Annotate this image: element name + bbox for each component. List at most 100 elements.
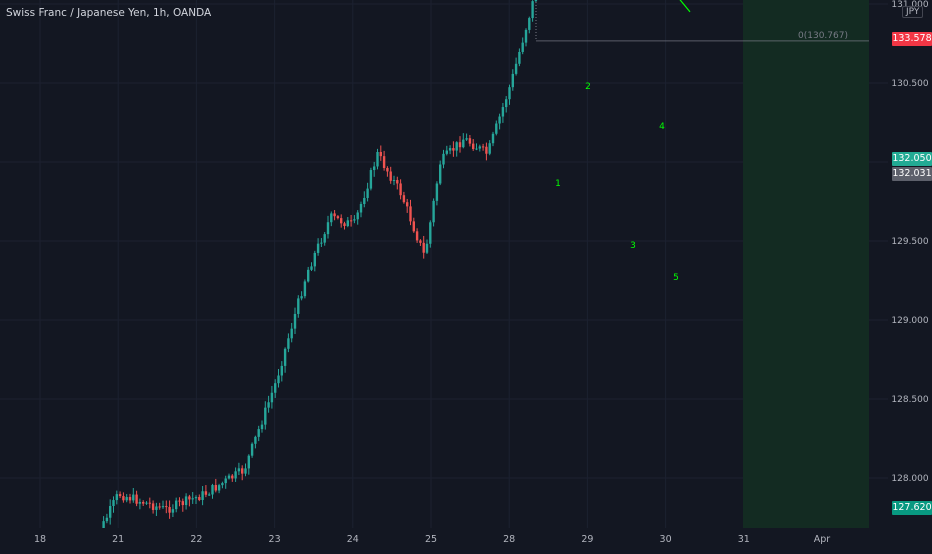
candle	[442, 153, 445, 165]
candle	[528, 18, 531, 30]
candle	[419, 240, 422, 243]
candle	[340, 218, 343, 224]
candle	[151, 503, 155, 510]
candle	[178, 500, 181, 502]
candle	[148, 502, 151, 504]
candle	[237, 468, 241, 472]
candle	[376, 152, 379, 167]
candle	[531, 1, 534, 19]
time-axis-label: 23	[269, 534, 281, 545]
chart-title: Swiss Franc / Japanese Yen, 1h, OANDA	[6, 7, 212, 19]
candle	[118, 494, 122, 497]
candle	[274, 383, 277, 393]
candle	[534, 0, 538, 2]
candle	[488, 143, 491, 154]
candle	[402, 195, 406, 203]
candle	[422, 242, 425, 253]
candle	[257, 429, 260, 437]
candle	[455, 142, 458, 151]
candle	[264, 407, 267, 425]
candle	[333, 213, 336, 217]
candle	[472, 143, 475, 150]
candle	[171, 509, 175, 513]
candle	[465, 138, 468, 140]
candle	[155, 506, 158, 510]
candle	[356, 212, 359, 220]
stop-price-tag: 133.578	[892, 32, 932, 46]
price-axis-label: 130.500	[891, 79, 928, 89]
candle	[462, 139, 465, 148]
candle	[498, 116, 501, 124]
candle	[283, 348, 287, 366]
time-axis-label: 21	[112, 534, 124, 545]
candle	[406, 202, 409, 207]
candle	[458, 142, 462, 148]
time-axis-label: 29	[581, 534, 593, 545]
target-price-tag: 127.620	[892, 501, 932, 515]
candle	[191, 498, 194, 500]
candle	[115, 494, 118, 501]
candle	[435, 183, 439, 201]
candle	[267, 402, 270, 408]
candle	[439, 164, 442, 184]
candle	[432, 200, 435, 223]
candle	[254, 436, 257, 444]
candle	[280, 365, 283, 376]
price-axis-label: 129.500	[891, 237, 928, 247]
price-axis-label: 128.500	[891, 395, 928, 405]
candle	[135, 494, 138, 504]
price-axis-label: 131.000	[891, 0, 928, 10]
candle	[260, 424, 264, 430]
candle	[363, 197, 366, 204]
candle	[231, 475, 234, 479]
candle	[501, 107, 505, 117]
candle	[346, 220, 349, 227]
candle	[452, 148, 455, 151]
candle	[310, 266, 313, 270]
candle	[293, 313, 297, 329]
entry-price-tag: 132.031	[892, 167, 932, 181]
candle	[518, 51, 521, 64]
candle	[330, 213, 333, 223]
price-axis-label: 129.000	[891, 316, 928, 326]
candle	[270, 392, 274, 403]
candle	[386, 167, 389, 172]
take-profit-zone	[743, 0, 869, 539]
candle	[379, 152, 382, 157]
price-axis-label: 128.000	[891, 474, 928, 484]
candle	[521, 42, 524, 52]
candle	[415, 231, 419, 241]
candle	[508, 87, 511, 100]
candle	[227, 475, 231, 479]
candle	[297, 298, 300, 314]
candle	[475, 148, 478, 150]
time-axis-label: 18	[34, 534, 46, 545]
candle	[514, 63, 518, 74]
candle	[307, 269, 310, 282]
candle	[511, 73, 514, 88]
candle	[102, 521, 105, 533]
wave-label: 2	[585, 82, 591, 92]
candle	[353, 219, 356, 221]
candle	[204, 491, 208, 495]
candle	[145, 502, 148, 504]
candle	[468, 138, 472, 144]
candle	[234, 471, 237, 479]
candle	[198, 497, 201, 500]
channel-lower-line	[679, 0, 691, 13]
candle	[369, 170, 373, 189]
price-axis	[888, 0, 932, 550]
time-axis-label: 22	[190, 534, 202, 545]
candle	[290, 328, 293, 339]
candle	[409, 206, 412, 222]
candle	[208, 494, 211, 496]
candle	[323, 234, 326, 243]
candle	[132, 494, 135, 501]
candle	[221, 483, 224, 486]
candle	[300, 296, 303, 299]
candle	[109, 506, 112, 518]
candle	[175, 500, 178, 510]
candle	[181, 501, 184, 506]
